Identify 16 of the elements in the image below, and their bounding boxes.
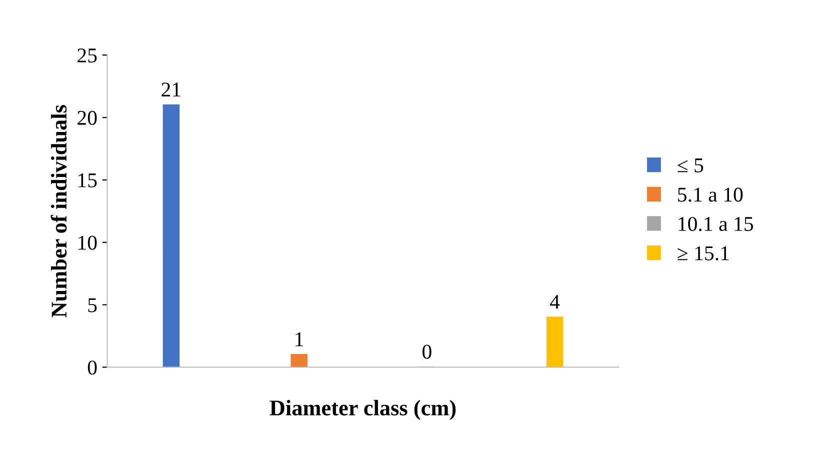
y-tick-label: 5 [88,298,97,312]
y-tick-label: 20 [78,110,97,125]
data-label: 0 [422,344,432,359]
data-label: 4 [550,294,560,309]
data-label: 1 [296,332,304,346]
x-axis-title: Diameter class (cm) [270,400,456,420]
legend-label: 10.1 a 15 [678,216,754,232]
y-tick-label: 0 [88,360,97,375]
legend-label: ≤ 5 [678,158,704,172]
y-tick-label: 10 [78,236,97,250]
y-tick-label: 15 [78,173,97,188]
y-axis-title: Number of individuals [50,105,67,318]
legend-label: ≥ 15.1 [678,246,729,260]
y-tick-label: 25 [78,48,97,63]
legend-label: 5.1 a 10 [678,188,743,202]
data-label: 21 [162,82,180,96]
